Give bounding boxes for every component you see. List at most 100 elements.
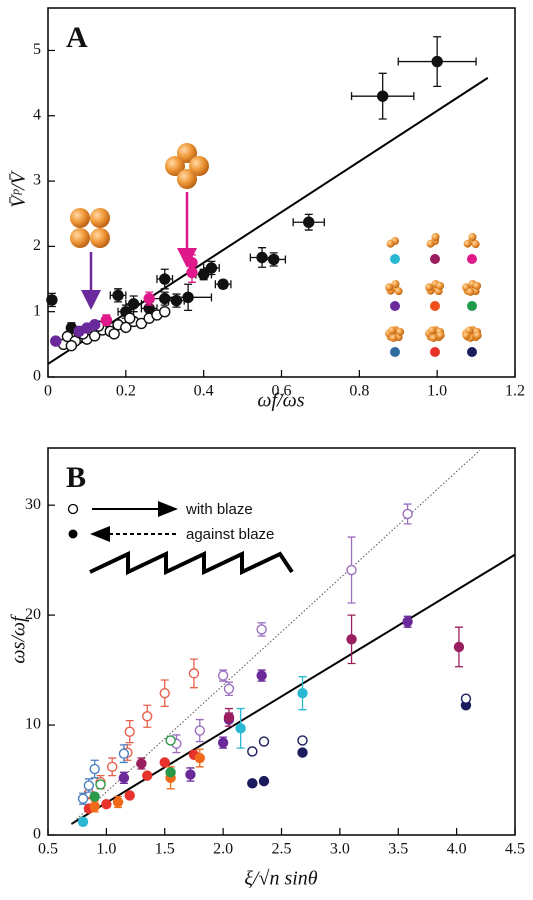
key-dot xyxy=(430,301,440,311)
point xyxy=(77,793,89,804)
point xyxy=(165,767,176,778)
point xyxy=(143,292,155,305)
point xyxy=(127,298,140,310)
x-tick-label: 3.0 xyxy=(330,841,350,858)
sphere xyxy=(462,331,471,340)
cluster-square xyxy=(70,208,110,310)
key-dot xyxy=(467,254,477,264)
sphere xyxy=(463,239,472,248)
point xyxy=(88,319,101,331)
point xyxy=(159,687,170,699)
fit-line xyxy=(47,77,489,365)
sphere xyxy=(394,287,403,296)
point xyxy=(95,779,106,790)
sphere xyxy=(391,280,400,289)
point xyxy=(165,735,176,746)
point xyxy=(124,726,135,737)
sphere xyxy=(385,283,394,292)
sphere xyxy=(468,233,477,242)
point xyxy=(258,775,270,787)
point xyxy=(101,799,112,810)
point xyxy=(297,747,308,758)
sphere xyxy=(471,240,480,249)
point xyxy=(217,670,229,681)
point xyxy=(346,564,357,576)
sphere xyxy=(386,239,395,248)
x-tick-label: 0.6 xyxy=(272,383,292,400)
point xyxy=(247,778,258,789)
point xyxy=(170,294,183,307)
point xyxy=(89,763,100,775)
point xyxy=(124,312,136,324)
point xyxy=(186,257,198,269)
y-axis-label: V̄ᵖ/V̄ xyxy=(8,169,30,207)
legend xyxy=(67,501,294,576)
point xyxy=(89,791,100,802)
key-dot xyxy=(430,254,440,264)
point xyxy=(297,687,308,699)
point xyxy=(50,335,62,347)
point xyxy=(460,693,472,704)
point xyxy=(142,711,153,722)
point xyxy=(107,761,118,773)
point xyxy=(118,772,130,784)
x-tick-label: 4.5 xyxy=(505,841,525,858)
plot-frame xyxy=(47,447,516,836)
point xyxy=(89,801,100,812)
point xyxy=(235,723,246,734)
panel-label: A xyxy=(66,21,88,54)
key-dot xyxy=(467,347,477,357)
y-tick-label: 3 xyxy=(33,172,41,189)
point xyxy=(185,769,196,780)
sphere xyxy=(436,331,445,340)
y-tick-label: 0 xyxy=(33,368,41,385)
sphere xyxy=(389,333,398,342)
sphere xyxy=(388,326,397,335)
y-tick-label: 5 xyxy=(33,41,41,58)
x-tick-label: 0 xyxy=(44,383,52,400)
x-tick-label: 0.8 xyxy=(349,383,369,400)
sphere xyxy=(473,281,482,290)
sphere xyxy=(429,333,438,342)
key-dot xyxy=(430,347,440,357)
x-tick-label: 0.5 xyxy=(38,841,58,858)
point xyxy=(256,624,267,635)
point xyxy=(46,294,58,306)
point xyxy=(194,725,205,736)
y-tick-label: 1 xyxy=(33,302,41,319)
x-tick-label: 1.0 xyxy=(427,383,447,400)
point xyxy=(135,317,148,330)
sphere xyxy=(436,281,445,290)
point xyxy=(142,770,153,781)
x-tick-label: 4.0 xyxy=(447,841,467,858)
point xyxy=(108,328,120,340)
point xyxy=(112,289,124,302)
legend-label: against blaze xyxy=(186,526,274,543)
sphere xyxy=(466,287,475,296)
point xyxy=(83,780,95,791)
sphere xyxy=(428,326,437,335)
point xyxy=(268,253,280,266)
x-tick-label: 0.4 xyxy=(194,383,214,400)
sphere xyxy=(426,239,435,248)
point xyxy=(159,292,171,305)
point xyxy=(402,508,413,520)
fit-line xyxy=(70,553,516,825)
point xyxy=(346,634,357,645)
sphere xyxy=(431,233,440,242)
point xyxy=(182,291,194,304)
x-axis-label: ξ/√n sinθ xyxy=(244,868,317,890)
point xyxy=(197,268,210,281)
point xyxy=(247,746,258,757)
y-tick-label: 10 xyxy=(25,716,41,733)
sphere xyxy=(396,327,405,336)
point xyxy=(88,330,101,342)
point xyxy=(188,668,200,679)
cluster-diamond xyxy=(165,143,209,268)
point xyxy=(217,278,229,290)
y-axis-label: ωs/ωf xyxy=(8,614,30,664)
point xyxy=(124,790,135,801)
x-tick-label: 2.5 xyxy=(272,841,292,858)
